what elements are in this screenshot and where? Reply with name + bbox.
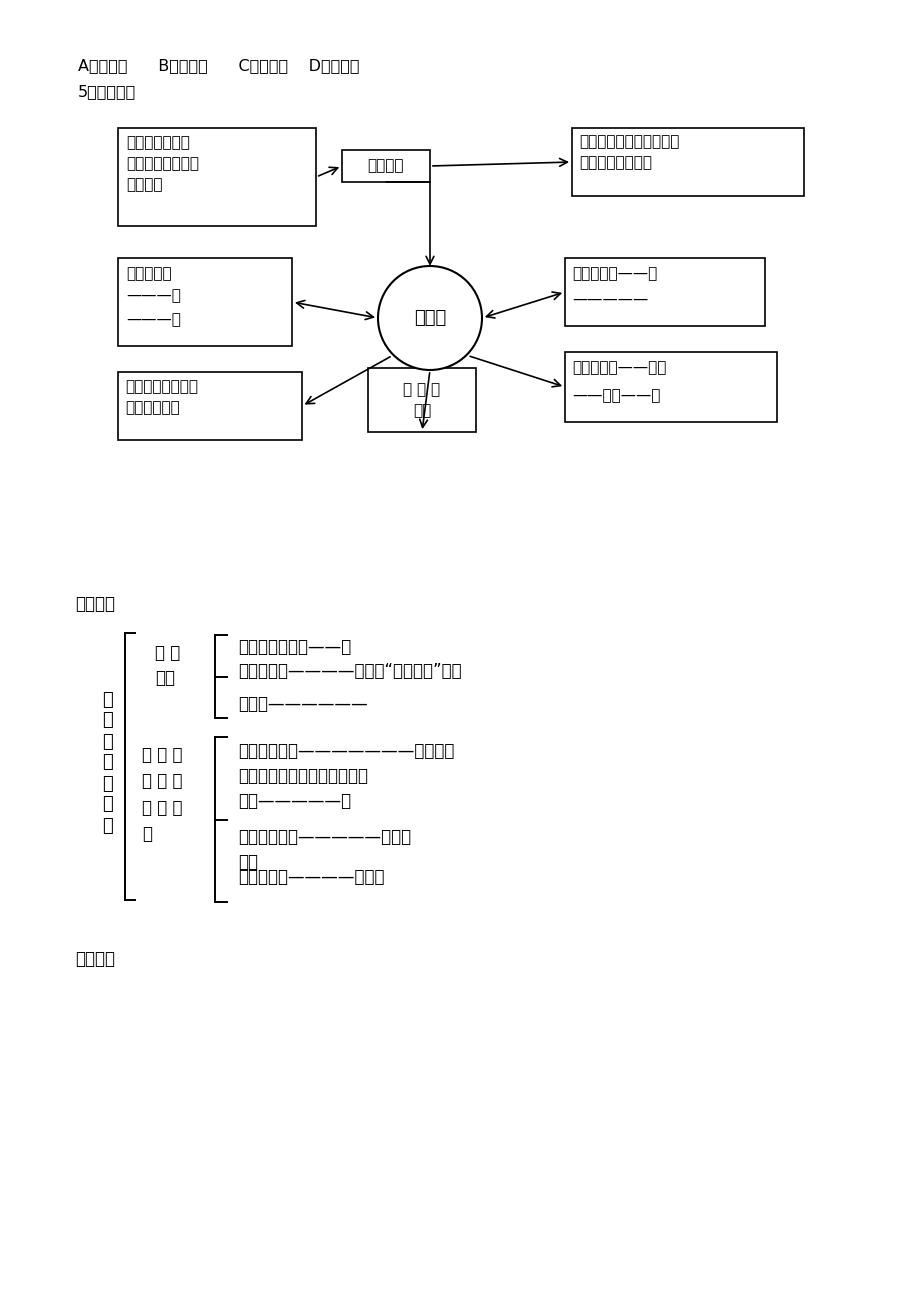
- Text: 高 寒 牧
区 和 河
谷 农 业
区: 高 寒 牧 区 和 河 谷 农 业 区: [142, 746, 182, 844]
- Text: 高、寒: 高、寒: [414, 309, 446, 327]
- Circle shape: [378, 266, 482, 370]
- Text: 河谷农业：如—————谷地，
谷地: 河谷农业：如—————谷地， 谷地: [238, 828, 411, 871]
- Text: 自: 自: [103, 690, 113, 708]
- Text: 与: 与: [103, 775, 113, 793]
- Text: 农业生产：——、: 农业生产：——、: [572, 266, 656, 281]
- Text: 世 界
屋脊: 世 界 屋脊: [154, 644, 180, 687]
- Bar: [342, 150, 429, 182]
- Text: 气候：——————: 气候：——————: [238, 695, 368, 713]
- Text: 然: 然: [103, 711, 113, 729]
- Bar: [564, 352, 777, 422]
- Text: 5、填写下表: 5、填写下表: [78, 85, 136, 99]
- Text: 征: 征: [103, 754, 113, 772]
- Text: ———、: ———、: [126, 288, 181, 303]
- Text: A河套平原      B宁夏平原      C河西走廊    D湟水谷地: A河套平原 B宁夏平原 C河西走廊 D湟水谷地: [78, 59, 359, 73]
- Text: —————: —————: [572, 292, 648, 307]
- Text: 高原湖区，世界之最，高
山草原，荒漠广布: 高原湖区，世界之最，高 山草原，荒漠广布: [578, 134, 678, 171]
- Bar: [368, 368, 475, 432]
- Bar: [118, 128, 315, 227]
- Text: 课堂小结: 课堂小结: [75, 595, 115, 613]
- Text: 业: 业: [103, 816, 113, 835]
- Text: 自然景观: 自然景观: [368, 159, 403, 173]
- Bar: [564, 258, 765, 326]
- Bar: [118, 258, 291, 346]
- Text: 位置：位于我国——部: 位置：位于我国——部: [238, 638, 351, 656]
- Text: 簮食作物：————、小麦: 簮食作物：————、小麦: [238, 868, 384, 885]
- Text: 居民特点：: 居民特点：: [126, 266, 172, 281]
- Text: 教学反思: 教学反思: [75, 950, 115, 967]
- Bar: [572, 128, 803, 197]
- Text: 自然风光、历史文
化、民族风情: 自然风光、历史文 化、民族风情: [125, 379, 198, 415]
- Text: ———。: ———。: [126, 312, 181, 327]
- Text: 畜牧业发达：———————牧区，高
山草甸、牲畜有藏绵羊、藏山
羊、—————。: 畜牧业发达：———————牧区，高 山草甸、牲畜有藏绵羊、藏山 羊、—————。: [238, 742, 454, 810]
- Text: 交 通 以
公路: 交 通 以 公路: [403, 381, 440, 418]
- Text: 能源资源：——能、: 能源资源：——能、: [572, 359, 665, 375]
- Bar: [118, 372, 301, 440]
- Text: 特: 特: [103, 733, 113, 750]
- Text: ——能、——能: ——能、——能: [572, 388, 660, 404]
- Text: 农: 农: [103, 796, 113, 814]
- Text: 雪山连绵，大河
源头，高原边缘，
山高谷深: 雪山连绵，大河 源头，高原边缘， 山高谷深: [126, 135, 199, 191]
- Text: 地势：地势————，素有“世界屋脊”之称: 地势：地势————，素有“世界屋脊”之称: [238, 661, 461, 680]
